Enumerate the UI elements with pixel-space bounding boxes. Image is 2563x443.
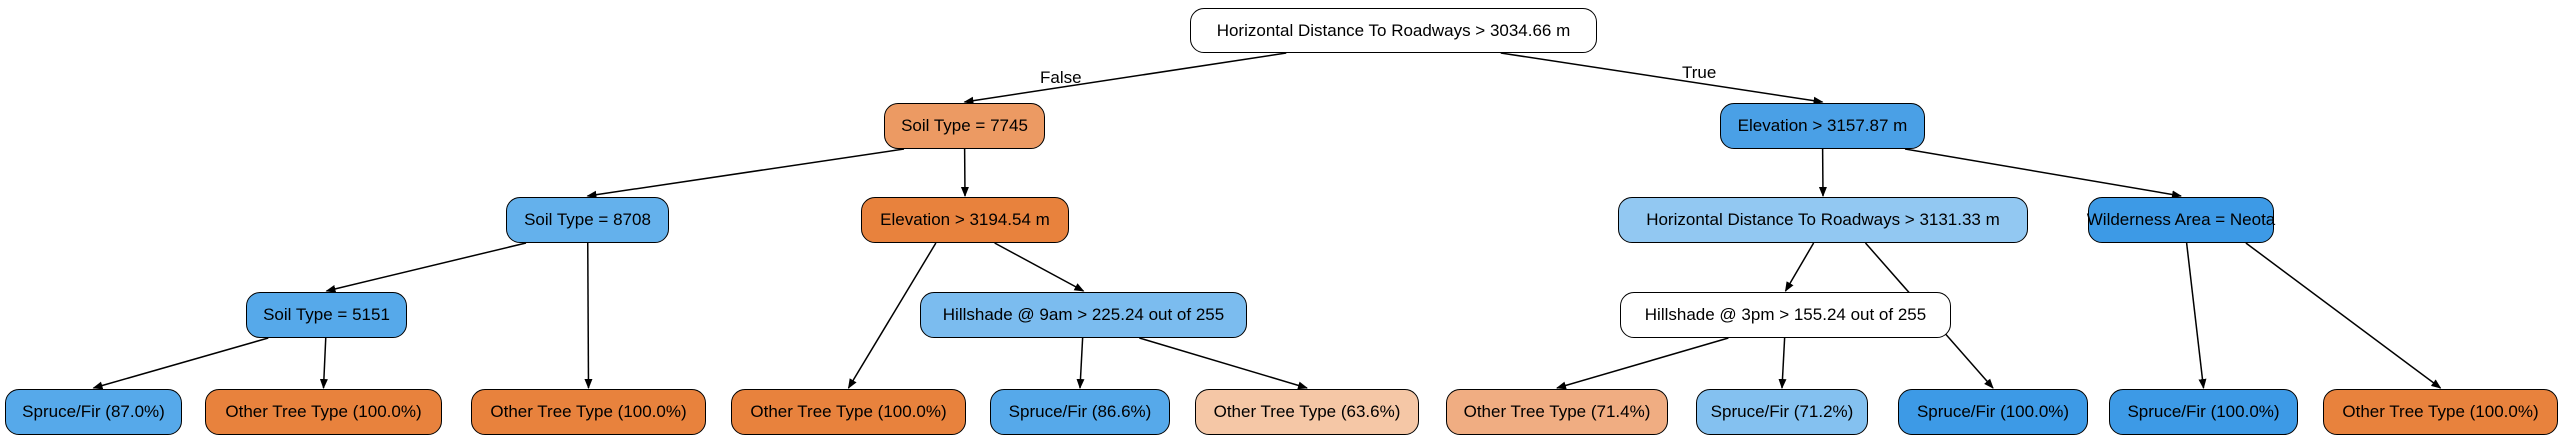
edge-label-true: True [1682, 63, 1717, 82]
leaf-other-tree-63-6: Other Tree Type (63.6%) [1195, 389, 1419, 435]
leaf-other-tree-100-c: Other Tree Type (100.0%) [731, 389, 966, 435]
node-wilderness-neota: Wilderness Area = Neota [2087, 197, 2275, 243]
node-root: Horizontal Distance To Roadways > 3034.6… [1190, 8, 1597, 53]
edge-wild-leaf11 [2245, 242, 2442, 389]
edge-elev3194-leaf4 [847, 242, 937, 389]
edge-soil8708-soil5151 [325, 242, 527, 293]
edge-soil5151-leaf1 [92, 337, 269, 390]
edge-root-soil7745 [963, 52, 1287, 105]
edge-hill9am-leaf5 [1076, 337, 1085, 389]
edge-wild-leaf10 [2185, 242, 2207, 389]
leaf-spruce-fir-86-6: Spruce/Fir (86.6%) [990, 389, 1170, 435]
leaf-other-tree-71-4: Other Tree Type (71.4%) [1446, 389, 1668, 435]
edge-hdr3131-hill3pm [1784, 242, 1815, 292]
leaf-spruce-fir-100-a: Spruce/Fir (100.0%) [1898, 389, 2088, 435]
leaf-spruce-fir-71-2: Spruce/Fir (71.2%) [1696, 389, 1868, 435]
leaf-spruce-fir-87: Spruce/Fir (87.0%) [5, 389, 182, 435]
edge-label-false: False [1040, 68, 1082, 87]
edge-elev3157-wild [1904, 148, 2182, 199]
edge-root-elev3157 [1500, 52, 1824, 105]
leaf-spruce-fir-100-b: Spruce/Fir (100.0%) [2109, 389, 2298, 435]
leaf-other-tree-100-a: Other Tree Type (100.0%) [205, 389, 442, 435]
edge-hill9am-leaf6 [1139, 337, 1308, 390]
edge-hill3pm-leaf7 [1556, 337, 1729, 390]
edge-elev3194-hill9am [994, 242, 1085, 292]
node-elevation-3157: Elevation > 3157.87 m [1720, 103, 1925, 149]
edge-soil5151-leaf2 [319, 337, 328, 389]
node-elevation-3194: Elevation > 3194.54 m [861, 197, 1069, 243]
node-soil-type-8708: Soil Type = 8708 [506, 197, 669, 243]
node-hdr-3131: Horizontal Distance To Roadways > 3131.3… [1618, 197, 2028, 243]
node-hillshade-9am: Hillshade @ 9am > 225.24 out of 255 [920, 292, 1247, 338]
edge-soil8708-leaf3 [584, 242, 593, 389]
leaf-other-tree-100-b: Other Tree Type (100.0%) [471, 389, 706, 435]
edge-soil7745-soil8708 [586, 148, 905, 199]
edge-hill3pm-leaf8 [1778, 337, 1787, 389]
node-soil-type-5151: Soil Type = 5151 [246, 292, 407, 338]
node-soil-type-7745: Soil Type = 7745 [884, 103, 1045, 149]
node-hillshade-3pm: Hillshade @ 3pm > 155.24 out of 255 [1620, 292, 1951, 338]
leaf-other-tree-100-d: Other Tree Type (100.0%) [2323, 389, 2558, 435]
